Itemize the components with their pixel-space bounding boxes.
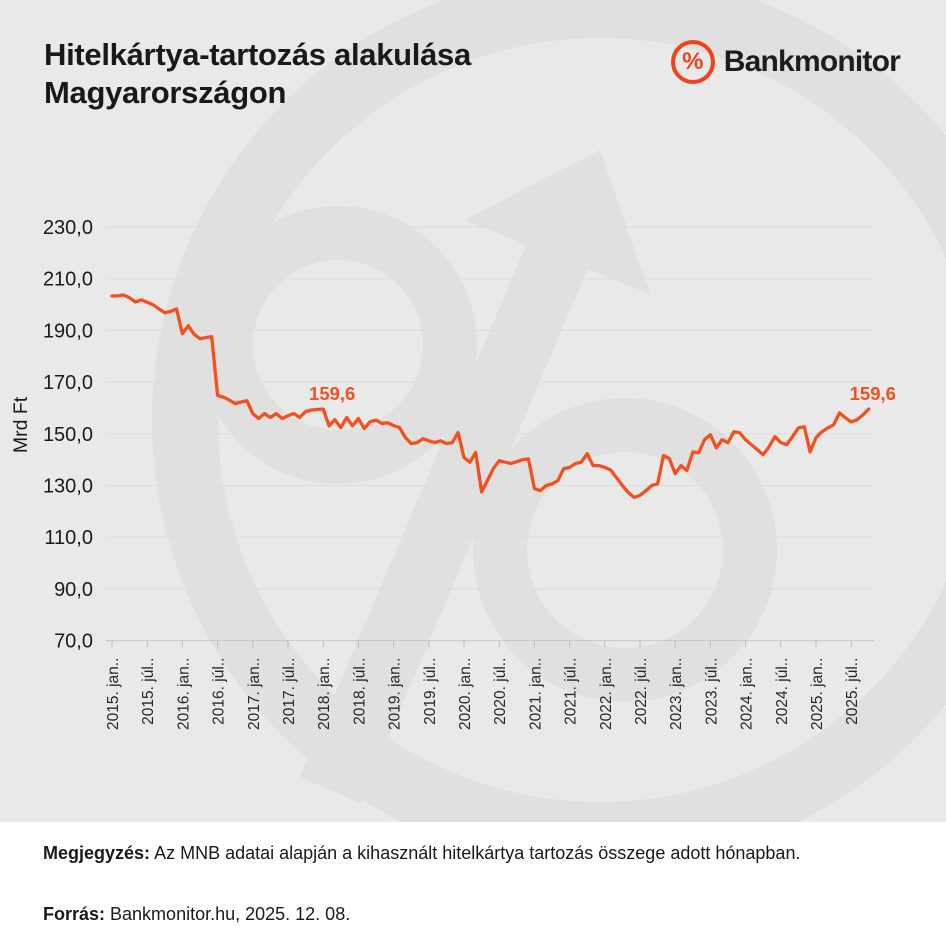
x-tick-label: 2023. jan.. xyxy=(668,658,685,730)
y-tick-label: 190,0 xyxy=(43,320,93,342)
y-tick-label: 210,0 xyxy=(43,269,93,291)
watermark-small-circle-bottom xyxy=(473,398,777,702)
brand-name: Bankmonitor xyxy=(723,45,901,78)
watermark-arrow-head xyxy=(464,150,650,294)
percent-icon: % xyxy=(670,40,715,84)
page-title-line1: Hitelkártya-tartozás alakulása xyxy=(44,37,471,72)
annotation-label: 159,6 xyxy=(309,383,355,404)
x-tick-label: 2017. júl.. xyxy=(281,658,298,725)
x-tick-label: 2020. jan.. xyxy=(457,658,474,730)
x-tick-label: 2025. júl.. xyxy=(844,658,861,725)
y-tick-label: 230,0 xyxy=(43,217,93,239)
note-label: Megjegyzés: xyxy=(43,843,151,863)
chart-section: 230,0 210,0 190,0 170,0 150,0 130,0 110,0 90,0 7… xyxy=(0,0,946,822)
x-tick-label: 2015. jan.. xyxy=(105,658,122,730)
source-label: Forrás: xyxy=(43,904,106,924)
x-tick-label: 2015. júl.. xyxy=(140,658,157,725)
y-tick-label: 130,0 xyxy=(43,476,93,498)
x-tick-label: 2025. jan.. xyxy=(809,658,826,730)
page-title: Hitelkártya-tartozás alakulása Magyarors… xyxy=(44,36,604,112)
x-tick-label: 2016. júl.. xyxy=(211,658,228,725)
footer: Megjegyzés: Az MNB adatai alapján a kiha… xyxy=(0,822,946,946)
watermark-small-circle-top xyxy=(199,206,477,484)
watermark-ring xyxy=(152,0,946,822)
x-tick-label: 2022. jan.. xyxy=(598,658,615,730)
x-tick-label: 2024. jan.. xyxy=(739,658,756,730)
line-chart: 230,0 210,0 190,0 170,0 150,0 130,0 110,0 90,0 7… xyxy=(10,0,946,822)
brand-logo: % Bankmonitor xyxy=(670,40,901,84)
y-tick-label: 110,0 xyxy=(44,527,93,549)
source-text: Forrás: Bankmonitor.hu, 2025. 12. 08. xyxy=(43,904,351,924)
x-tick-label: 2018. júl.. xyxy=(351,658,368,725)
annotation-label: 159,6 xyxy=(850,383,896,404)
x-tick-label: 2023. júl.. xyxy=(703,658,720,725)
x-tick-label: 2024. júl.. xyxy=(774,658,791,725)
y-tick-label: 150,0 xyxy=(43,424,93,446)
x-tick-label: 2022. júl.. xyxy=(633,658,650,725)
y-tick-label: 70,0 xyxy=(54,631,93,653)
y-axis-title: Mrd Ft xyxy=(10,396,32,453)
y-tick-label: 90,0 xyxy=(54,579,93,601)
x-tick-label: 2016. jan.. xyxy=(175,658,192,730)
note-text: Megjegyzés: Az MNB adatai alapján a kiha… xyxy=(43,843,801,863)
x-tick-label: 2019. júl.. xyxy=(422,658,439,725)
x-tick-label: 2020. júl.. xyxy=(492,658,509,725)
y-tick-label: 170,0 xyxy=(43,372,93,394)
watermark-arrow-shaft xyxy=(299,232,593,803)
x-tick-label: 2017. jan.. xyxy=(246,658,263,730)
x-tick-label: 2021. júl.. xyxy=(563,658,580,725)
x-tick-label: 2019. jan.. xyxy=(387,658,404,730)
data-line xyxy=(110,293,871,500)
page-title-line2: Magyarországon xyxy=(44,75,287,110)
x-tick-label: 2018. jan.. xyxy=(316,658,333,730)
x-tick-label: 2021. jan.. xyxy=(527,658,544,730)
